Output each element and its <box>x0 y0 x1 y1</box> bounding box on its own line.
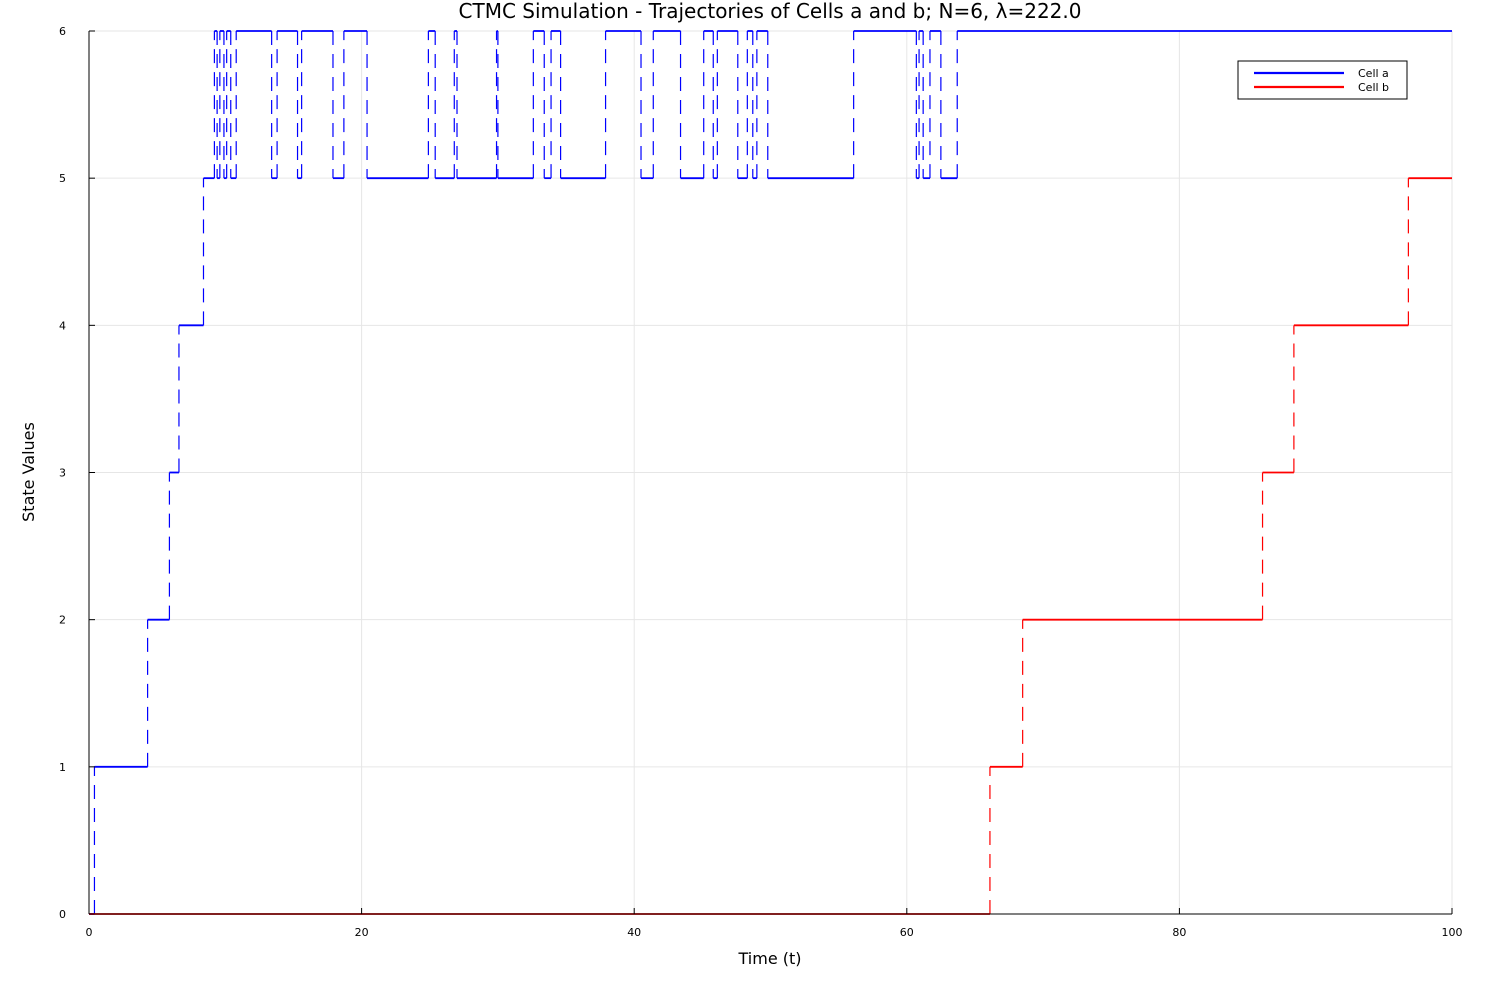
x-tick-label: 100 <box>1442 926 1463 939</box>
x-tick-label: 80 <box>1172 926 1186 939</box>
y-axis-label: State Values <box>19 422 38 522</box>
y-tick-label: 1 <box>59 761 66 774</box>
x-tick-label: 20 <box>355 926 369 939</box>
legend-label: Cell a <box>1358 67 1389 80</box>
y-tick-label: 0 <box>59 908 66 921</box>
chart-title: CTMC Simulation - Trajectories of Cells … <box>459 0 1082 23</box>
y-tick-label: 3 <box>59 467 66 480</box>
tick-labels: 0 20 40 60 80 100 0 1 2 3 4 5 6 <box>59 25 1463 939</box>
x-tick-label: 60 <box>900 926 914 939</box>
x-axis-label: Time (t) <box>738 949 802 968</box>
y-tick-label: 6 <box>59 25 66 38</box>
legend-box <box>1237 60 1408 100</box>
legend-label: Cell b <box>1358 81 1389 94</box>
axes <box>88 30 1453 915</box>
x-tick-label: 40 <box>627 926 641 939</box>
y-tick-label: 5 <box>59 172 66 185</box>
x-tick-label: 0 <box>86 926 93 939</box>
series-cell-a <box>89 30 1452 915</box>
y-tick-label: 2 <box>59 614 66 627</box>
y-tick-label: 4 <box>59 319 66 332</box>
